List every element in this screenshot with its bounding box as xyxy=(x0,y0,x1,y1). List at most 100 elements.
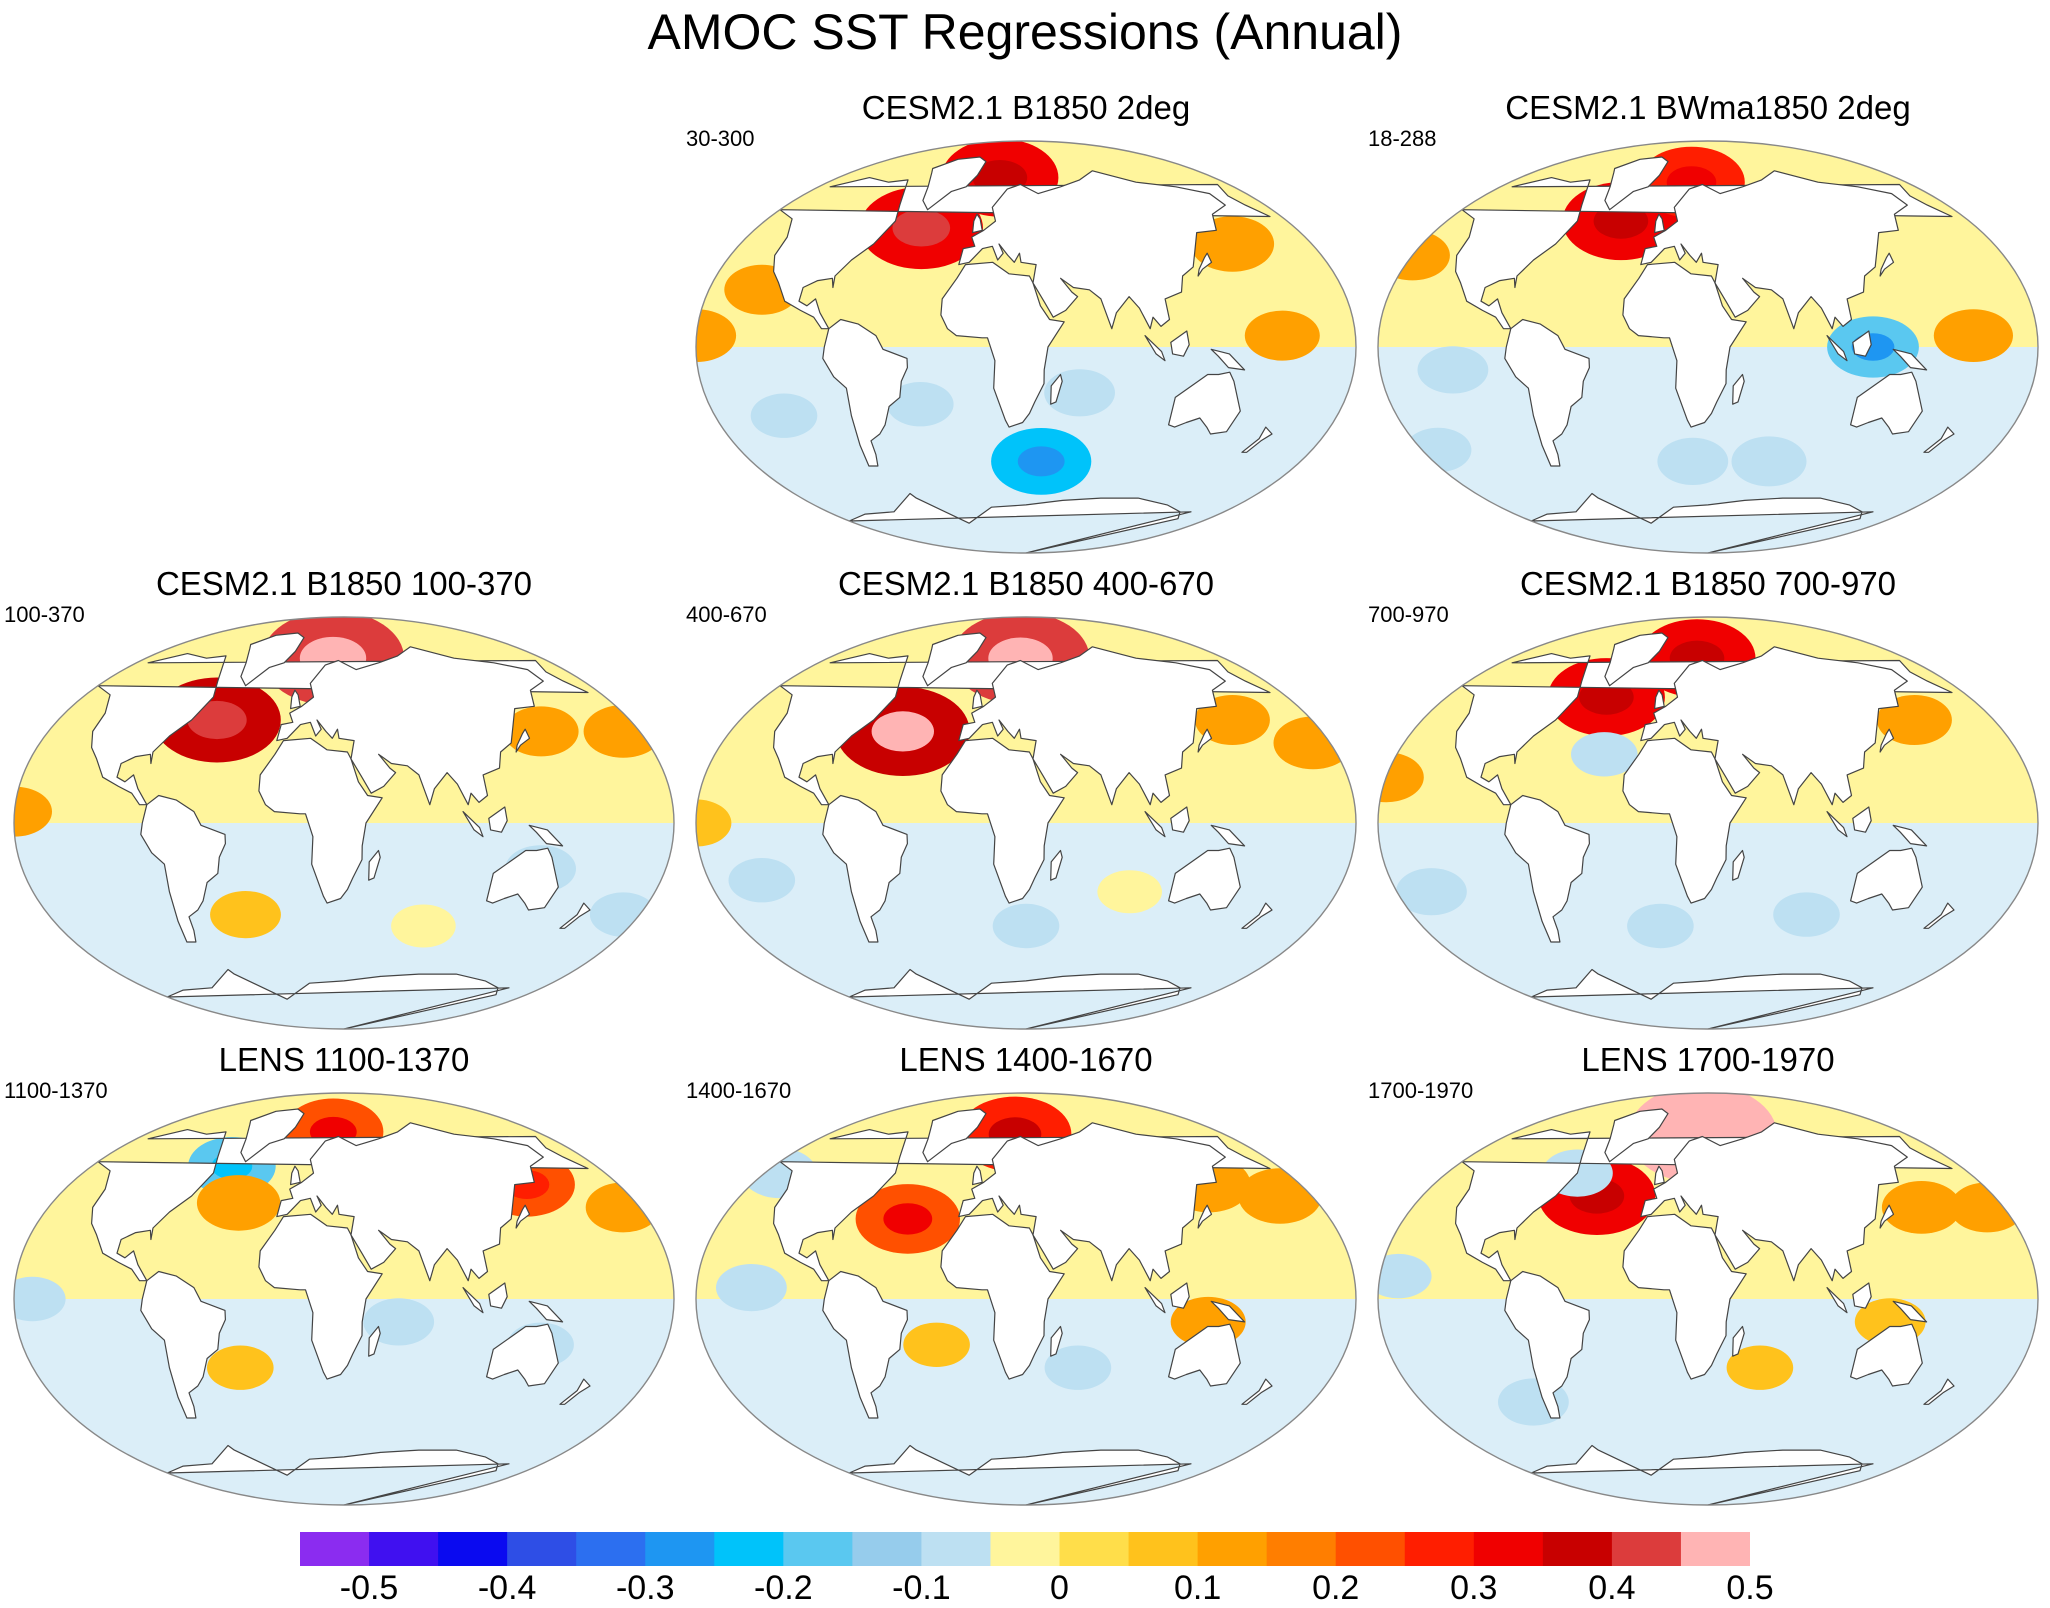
sst-anomaly-blob xyxy=(1417,346,1489,394)
colorbar-swatch xyxy=(921,1532,991,1566)
map-panel: CESM2.1 B1850 2deg 30-300 xyxy=(686,88,1366,558)
map-frame xyxy=(1377,140,2039,554)
panel-years-label: 18-288 xyxy=(1368,126,1437,151)
uk-land xyxy=(972,689,983,710)
sst-anomaly-blob xyxy=(1726,1345,1794,1390)
uk-land xyxy=(1654,213,1665,234)
greenland-land xyxy=(240,1108,305,1163)
south-america-land xyxy=(822,1270,908,1419)
greenland-land xyxy=(240,632,305,687)
sst-anomaly-blob xyxy=(1876,695,1952,745)
greenland-land xyxy=(922,156,987,211)
australia-land xyxy=(1168,1323,1241,1387)
colorbar-swatch xyxy=(438,1532,508,1566)
sst-anomaly-blob xyxy=(1657,437,1729,485)
south-america-land xyxy=(1504,1270,1590,1419)
sst-anomaly-blob xyxy=(887,382,954,427)
uk-land xyxy=(290,689,301,710)
panel-title: CESM2.1 B1850 100-370 xyxy=(155,565,533,602)
eurasia-land xyxy=(1640,170,1908,330)
borneo-land xyxy=(1170,1282,1190,1309)
robinson-map xyxy=(695,140,1357,554)
sst-anomaly-blob xyxy=(363,1298,435,1346)
colorbar-tick-label: 0.3 xyxy=(1450,1569,1498,1607)
sumatra-land xyxy=(1144,1287,1166,1314)
map-frame xyxy=(695,140,1357,554)
colorbar-tick-label: -0.5 xyxy=(339,1569,399,1607)
colorbar-swatch xyxy=(783,1532,853,1566)
borneo-land xyxy=(1852,1282,1872,1309)
antarctica-land xyxy=(848,1444,1192,1505)
map-panel: LENS 1100-1370 1100-1370 xyxy=(4,1040,684,1510)
south-america-land xyxy=(1504,318,1590,467)
sumatra-land xyxy=(1826,811,1848,838)
new-guinea-land xyxy=(1210,1300,1246,1323)
colorbar-swatch xyxy=(852,1532,922,1566)
greenland-land xyxy=(1604,632,1669,687)
panel-title: CESM2.1 B1850 700-970 xyxy=(1519,565,1897,602)
australia-land xyxy=(1850,371,1923,435)
africa-land xyxy=(258,1213,383,1380)
colorbar-tick-label: 0.5 xyxy=(1726,1569,1774,1607)
sst-anomaly-blob xyxy=(1773,892,1840,937)
sumatra-land xyxy=(1144,811,1166,838)
colorbar-tick-label: -0.2 xyxy=(754,1569,813,1607)
africa-land xyxy=(940,737,1065,904)
uk-land xyxy=(1654,1165,1665,1186)
sst-anomaly-blob xyxy=(210,891,281,939)
new-zealand-land xyxy=(1923,426,1955,453)
eurasia-land xyxy=(276,1122,544,1282)
australia-land xyxy=(1850,1323,1923,1387)
sumatra-land xyxy=(462,811,484,838)
map-panel: CESM2.1 B1850 700-970 700-970 xyxy=(1368,564,2048,1034)
map-panel: LENS 1400-1670 1400-1670 xyxy=(686,1040,1366,1510)
panel-title: CESM2.1 B1850 2deg xyxy=(861,89,1191,126)
antarctica-land xyxy=(1530,1444,1874,1505)
uk-land xyxy=(1654,689,1665,710)
madagascar-land xyxy=(1050,373,1063,405)
new-zealand-land xyxy=(1241,426,1273,453)
colorbar-tick-label: 0.4 xyxy=(1588,1569,1636,1607)
borneo-land xyxy=(1852,806,1872,833)
sst-anomaly-blob xyxy=(14,1276,66,1322)
new-guinea-land xyxy=(528,1300,564,1323)
greenland-land xyxy=(922,632,987,687)
map-panel: CESM2.1 BWma1850 2deg 18-288 xyxy=(1368,88,2048,558)
sst-anomaly-core xyxy=(1017,446,1065,477)
colorbar-swatch xyxy=(369,1532,439,1566)
colorbar-tick-label: 0.2 xyxy=(1312,1569,1360,1607)
colorbar-tick-label: -0.1 xyxy=(892,1569,951,1607)
new-guinea-land xyxy=(1210,824,1246,847)
eurasia-land xyxy=(958,170,1226,330)
sst-anomaly-blob xyxy=(503,706,579,757)
sst-anomaly-blob xyxy=(716,1264,787,1312)
eurasia-land xyxy=(276,646,544,806)
colorbar-tick-label: -0.4 xyxy=(477,1569,537,1607)
new-guinea-land xyxy=(1892,348,1928,371)
south-america-land xyxy=(822,794,908,943)
map-panel: CESM2.1 B1850 400-670 400-670 xyxy=(686,564,1366,1034)
eurasia-land xyxy=(958,646,1226,806)
sst-anomaly-blob xyxy=(1571,732,1638,777)
africa-land xyxy=(940,1213,1065,1380)
new-guinea-land xyxy=(1892,1300,1928,1323)
panel-years-label: 1400-1670 xyxy=(686,1078,792,1103)
uk-land xyxy=(972,1165,983,1186)
colorbar-swatch xyxy=(1542,1532,1613,1566)
madagascar-land xyxy=(368,849,381,881)
panel-title: CESM2.1 B1850 400-670 xyxy=(837,565,1215,602)
antarctica-land xyxy=(848,968,1192,1029)
eurasia-land xyxy=(958,1122,1226,1282)
greenland-land xyxy=(1604,156,1669,211)
africa-land xyxy=(940,261,1065,428)
antarctica-land xyxy=(848,492,1192,553)
japan-land xyxy=(1197,1204,1213,1229)
new-zealand-land xyxy=(1241,902,1273,929)
antarctica-land xyxy=(166,1444,510,1505)
colorbar-swatch xyxy=(990,1532,1061,1566)
sst-anomaly-blob xyxy=(391,904,456,948)
uk-land xyxy=(972,213,983,234)
panel-title: LENS 1400-1670 xyxy=(899,1041,1153,1078)
south-america-land xyxy=(140,1270,226,1419)
sst-anomaly-core xyxy=(187,700,247,740)
